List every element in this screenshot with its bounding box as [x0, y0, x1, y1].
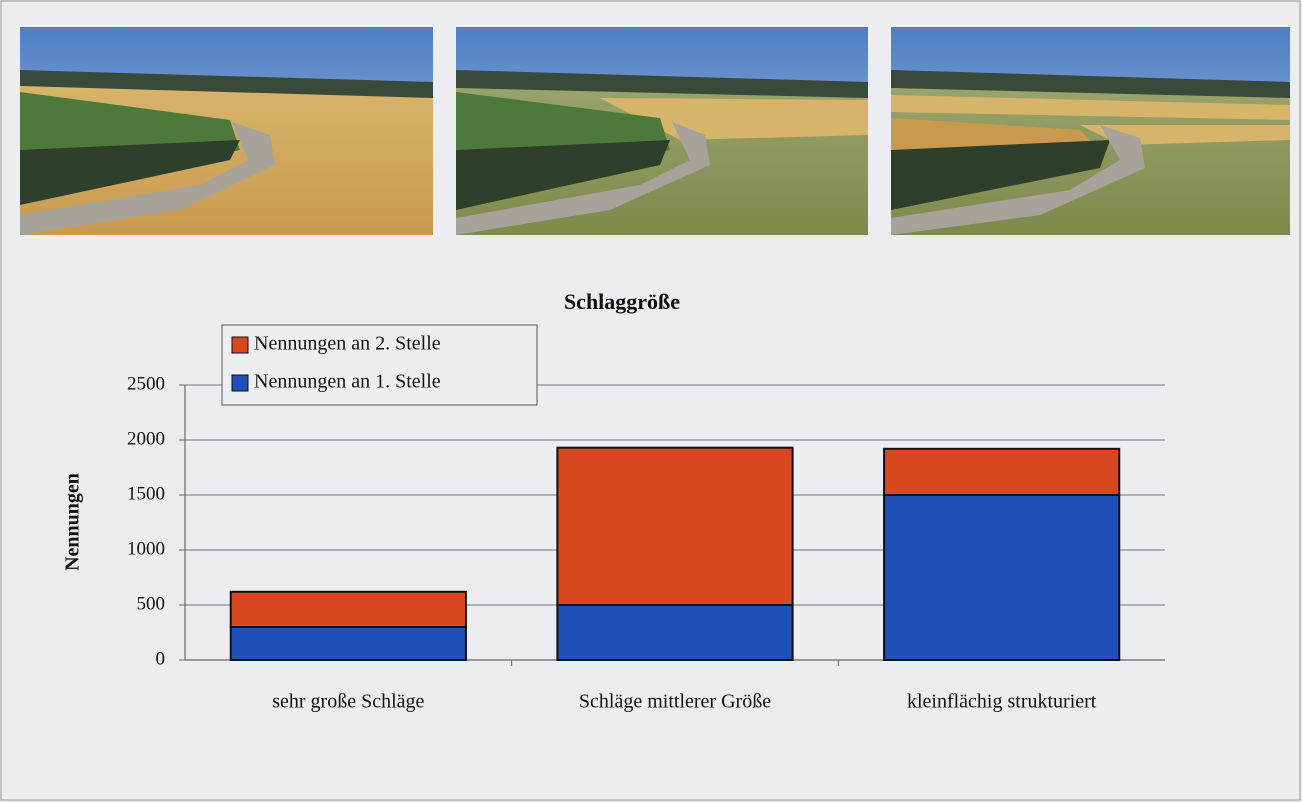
- y-tick-label: 0: [156, 648, 166, 669]
- bar-segment: [883, 447, 1121, 496]
- photo: [20, 27, 433, 235]
- photo: [456, 27, 868, 235]
- photo: [891, 27, 1290, 235]
- bar-segment: [556, 604, 794, 661]
- legend-swatch: [231, 336, 249, 354]
- y-tick-label: 2500: [127, 373, 165, 394]
- x-tick-label: kleinflächig strukturiert: [907, 691, 1097, 713]
- legend-label: Nennungen an 2. Stelle: [254, 333, 441, 355]
- bar-segment: [229, 626, 467, 661]
- y-axis-label: Nennungen: [62, 473, 84, 571]
- y-tick-label: 2000: [127, 428, 165, 449]
- y-tick-label: 1000: [127, 538, 165, 559]
- y-tick-label: 500: [137, 593, 166, 614]
- chart-title: Schlaggröße: [564, 289, 680, 314]
- legend-label: Nennungen an 1. Stelle: [254, 371, 441, 393]
- x-tick-label: Schläge mittlerer Größe: [579, 691, 771, 713]
- legend-swatch: [231, 374, 249, 392]
- y-tick-label: 1500: [127, 483, 165, 504]
- bar-segment: [883, 494, 1121, 661]
- bar-segment: [229, 590, 467, 628]
- bar-segment: [556, 446, 794, 607]
- x-tick-label: sehr große Schläge: [272, 691, 424, 713]
- legend-box: [221, 324, 538, 406]
